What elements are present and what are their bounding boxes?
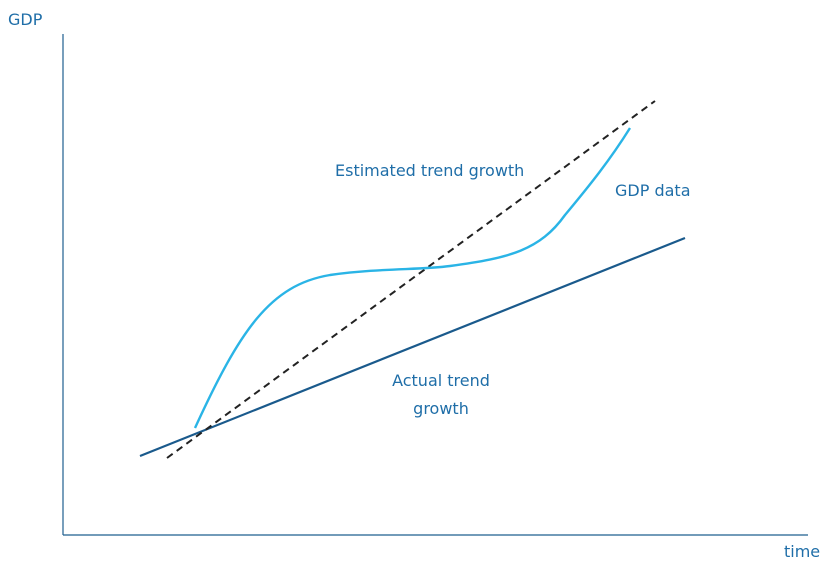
actual-label: growth [413, 399, 469, 418]
estimated-label: Estimated trend growth [335, 161, 524, 180]
gdp-curve [193, 127, 632, 429]
actual-label: Actual trend [392, 371, 490, 390]
gdp-data-label: GDP data [615, 181, 691, 200]
x-axis-label: time [784, 542, 820, 561]
actual-trend-line [139, 236, 686, 458]
y-axis-label: GDP [8, 10, 43, 29]
estimated-trend-line [166, 100, 656, 459]
